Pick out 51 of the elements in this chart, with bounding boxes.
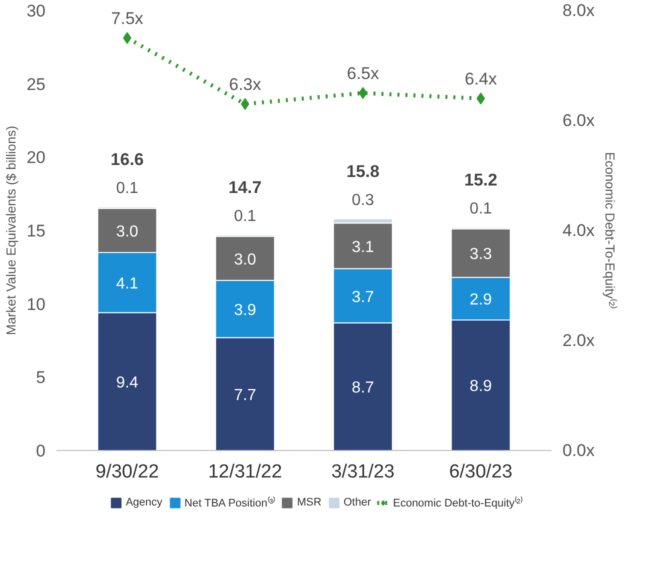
y-tick-label: 5 [36,368,46,388]
data-label: 4.1 [116,276,138,293]
x-tick-label: 3/31/23 [331,462,395,482]
y-tick-label: 0 [36,442,46,460]
x-tick-label: 12/31/22 [208,462,282,482]
data-label: 8.7 [352,380,374,397]
data-label: 6.4x [464,70,498,88]
data-label: 3.7 [352,288,374,306]
data-label: 0.1 [234,208,256,225]
y-tick-label: 30 [26,2,46,20]
legend-label: Other [343,496,371,508]
total-label: 15.2 [464,170,498,190]
point [123,32,132,44]
data-label: 0.3 [352,192,374,209]
total-label: 15.8 [346,162,380,181]
y2-axis-title: Economic Debt-To-Equity⁽²⁾ [602,152,618,309]
y-tick-label: 25 [26,74,46,94]
total-label: 16.6 [110,150,144,170]
data-label: 3.1 [352,238,374,256]
legend-label: Agency [126,496,162,508]
legend-label: MSR [297,496,322,508]
data-label: 2.9 [470,292,492,309]
data-label: 6.5x [346,64,380,83]
y2-tick-label: 2.0x [562,331,596,350]
y2-tick-label: 4.0x [562,221,596,240]
y-axis-title: Market Value Equivalents ($ billions) [4,126,19,336]
data-label: 3.0 [116,224,138,240]
data-label: 6.3x [229,75,262,94]
y-tick-label: 20 [26,148,46,168]
data-label: 9.4 [116,374,138,392]
legend-label: Net TBA Position⁽³⁾ [184,496,276,510]
y2-tick-label: 0.0x [562,441,596,460]
y2-tick-label: 6.0x [562,111,596,130]
point [476,92,485,104]
point [358,87,368,99]
total-label: 14.7 [228,178,262,197]
data-label: 3.0 [234,251,256,268]
x-tick-label: 6/30/23 [449,462,512,482]
y2-tick-label: 8.0x [562,1,596,20]
data-label: 8.9 [470,378,492,396]
data-label: 0.1 [116,180,138,198]
point [240,98,250,110]
x-tick-label: 9/30/22 [96,462,159,482]
y-tick-label: 15 [26,222,46,240]
legend-label: Economic Debt-to-Equity⁽²⁾ [392,496,522,510]
data-label: 7.7 [234,387,256,404]
y-tick-label: 10 [26,294,46,314]
data-label: 0.1 [470,200,492,218]
data-label: 3.3 [470,246,492,264]
data-label: 3.9 [234,302,256,319]
data-label: 7.5x [111,9,144,28]
